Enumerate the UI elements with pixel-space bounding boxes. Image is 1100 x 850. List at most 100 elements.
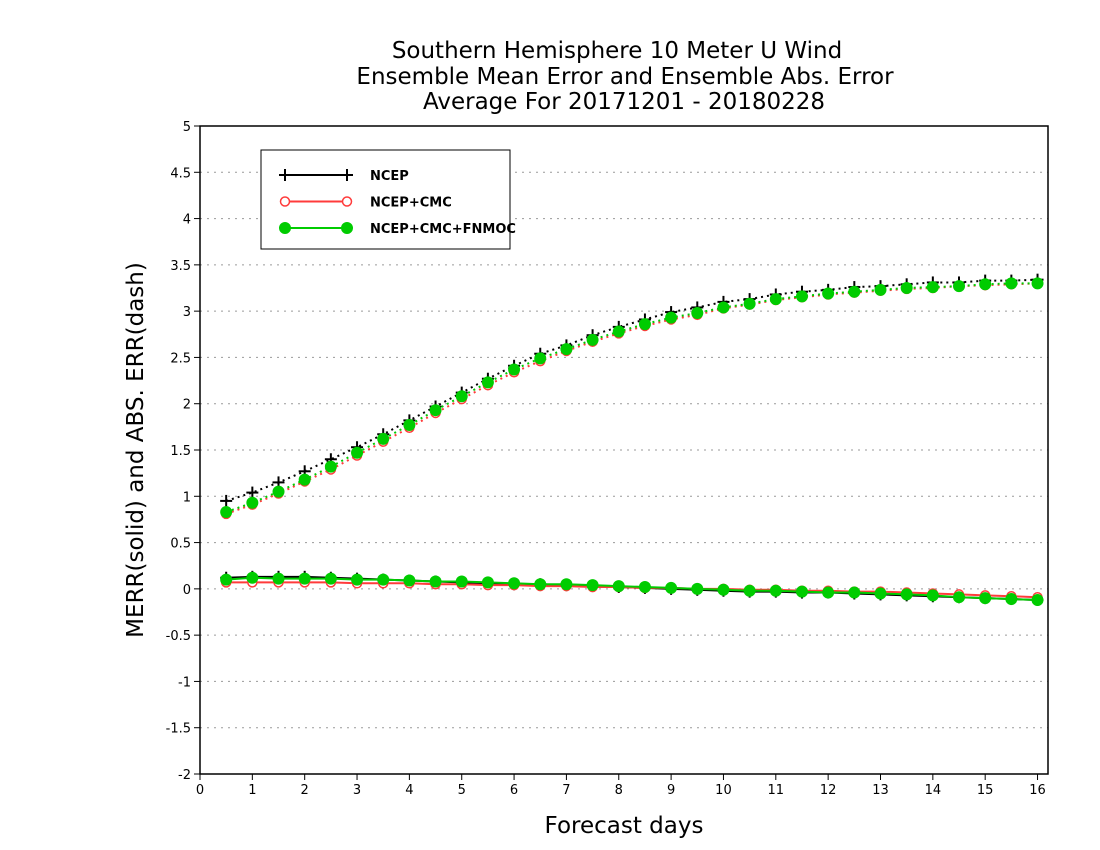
mean-error-point <box>508 577 521 590</box>
mean-error-point <box>979 592 992 605</box>
mean-error-point <box>534 578 547 591</box>
legend-label: NCEP+CMC <box>370 196 452 211</box>
data-series <box>220 273 1044 606</box>
abs-error-point <box>403 419 416 432</box>
abs-error-point <box>848 285 861 298</box>
legend-entry: NCEP <box>279 169 409 184</box>
chart-title-line-2: Ensemble Mean Error and Ensemble Abs. Er… <box>356 64 894 90</box>
abs-error-point <box>560 343 573 356</box>
mean-error-point <box>926 589 939 602</box>
x-tick-label: 13 <box>872 783 889 798</box>
y-tick-label: 1 <box>183 490 191 505</box>
y-tick-label: 4 <box>183 213 191 228</box>
y-tick-label: -1 <box>178 675 191 690</box>
abs-error-line <box>225 278 1038 502</box>
abs-error-point <box>429 404 442 417</box>
mean-error-point <box>351 573 364 586</box>
x-tick-label: 2 <box>301 783 309 798</box>
mean-error-point <box>665 581 678 594</box>
series-ncep-cmc <box>220 278 1043 603</box>
mean-error-point <box>298 572 311 585</box>
mean-error-point <box>481 576 494 589</box>
legend-label: NCEP+CMC+FNMOC <box>370 222 516 237</box>
legend-marker-end <box>341 222 353 234</box>
abs-error-point <box>508 363 521 376</box>
x-axis-label: Forecast days <box>545 813 704 839</box>
mean-error-point <box>377 573 390 586</box>
abs-error-point <box>822 287 835 300</box>
y-tick-label: -0.5 <box>166 629 191 644</box>
mean-error-point <box>822 586 835 599</box>
mean-error-point <box>638 581 651 594</box>
mean-error-point <box>455 575 468 588</box>
mean-error-point <box>795 585 808 598</box>
legend-marker-end <box>341 169 353 181</box>
x-tick-label: 3 <box>353 783 361 798</box>
abs-error-point <box>926 281 939 294</box>
abs-error-point <box>612 325 625 338</box>
axis-ticks: -2-1.5-1-0.500.511.522.533.544.550 1 2 3 4 5 6… <box>166 120 1046 798</box>
x-tick-label: 6 <box>510 783 518 798</box>
abs-error-point <box>743 297 756 310</box>
x-tick-label: 8 <box>615 783 623 798</box>
y-tick-label: 2.5 <box>170 351 191 366</box>
mean-error-point <box>220 573 233 586</box>
grid-lines <box>200 171 1048 729</box>
legend-label: NCEP <box>370 169 409 184</box>
y-tick-label: 0 <box>183 583 191 598</box>
abs-error-point <box>377 432 390 445</box>
abs-error-point <box>298 473 311 486</box>
y-axis-label: MERR(solid) and ABS. ERR(dash) <box>123 262 149 638</box>
abs-error-point <box>246 486 259 499</box>
x-tick-label: 10 <box>715 783 732 798</box>
mean-error-point <box>1005 593 1018 606</box>
abs-error-point <box>874 283 887 296</box>
mean-error-point <box>324 572 337 585</box>
y-tick-label: -1.5 <box>166 722 191 737</box>
abs-error-point <box>769 293 782 306</box>
chart-title-line-1: Southern Hemisphere 10 Meter U Wind <box>392 38 842 64</box>
chart-title-line-3: Average For 20171201 - 20180228 <box>423 89 825 115</box>
y-tick-label: 4.5 <box>170 166 191 181</box>
x-tick-label: 12 <box>820 783 837 798</box>
x-tick-label: 9 <box>667 783 675 798</box>
mean-error-point <box>246 571 259 584</box>
x-tick-label: 11 <box>768 783 785 798</box>
mean-error-point <box>403 574 416 587</box>
abs-error-point <box>534 352 547 365</box>
chart-title: Southern Hemisphere 10 Meter U Wind Ense… <box>356 38 894 115</box>
legend-marker-start <box>279 169 291 181</box>
abs-error-point <box>481 376 494 389</box>
abs-error-point <box>953 280 966 293</box>
mean-error-point <box>691 582 704 595</box>
abs-error-line <box>225 282 1038 513</box>
abs-error-point <box>220 494 233 507</box>
legend-marker-end <box>341 196 353 207</box>
abs-error-point <box>691 306 704 319</box>
x-tick-label: 0 <box>196 783 204 798</box>
abs-error-point <box>979 278 992 291</box>
abs-error-point <box>1031 277 1044 290</box>
y-tick-label: 2 <box>183 398 191 413</box>
abs-error-point <box>1005 277 1018 290</box>
abs-error-point <box>351 446 364 459</box>
mean-error-point <box>769 584 782 597</box>
series-ncep-cmc-fnmoc <box>220 277 1044 606</box>
y-tick-label: -2 <box>178 768 191 783</box>
abs-error-point <box>455 390 468 403</box>
plot-frame <box>199 125 1049 775</box>
abs-error-point <box>665 311 678 324</box>
mean-error-point <box>272 572 285 585</box>
legend-marker-start <box>279 222 291 234</box>
mean-error-point <box>560 578 573 591</box>
mean-error-point <box>1031 593 1044 606</box>
abs-error-point <box>795 290 808 303</box>
series-ncep <box>220 273 1044 606</box>
legend-marker-start <box>279 196 291 207</box>
x-tick-label: 14 <box>925 783 942 798</box>
abs-error-point <box>717 301 730 314</box>
mean-error-point <box>586 579 599 592</box>
mean-error-point <box>953 591 966 604</box>
abs-error-point <box>900 282 913 294</box>
